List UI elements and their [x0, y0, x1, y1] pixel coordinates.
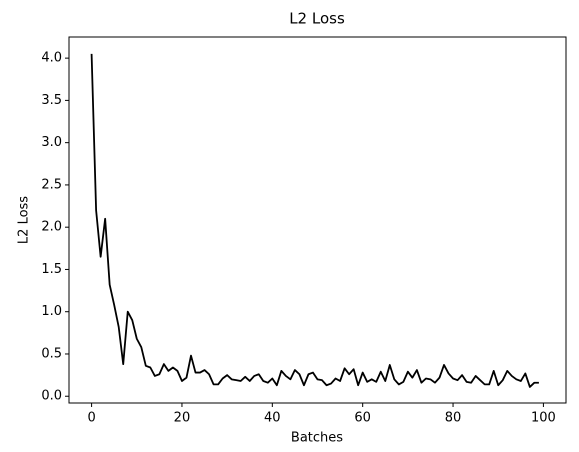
- y-tick-label: 3.5: [41, 93, 62, 108]
- y-tick-label: 3.0: [41, 135, 62, 150]
- x-axis-label: Batches: [291, 431, 343, 446]
- chart-title: L2 Loss: [289, 10, 345, 28]
- x-tick-label: 60: [354, 411, 371, 426]
- y-tick-label: 0.5: [41, 346, 62, 361]
- x-tick-label: 40: [264, 411, 281, 426]
- y-tick-label: 0.0: [41, 389, 62, 404]
- plot-frame: [68, 36, 567, 404]
- y-tick-label: 2.5: [41, 177, 62, 192]
- y-tick-label: 1.0: [41, 304, 62, 319]
- x-tick-label: 20: [174, 411, 191, 426]
- x-tick-label: 100: [531, 411, 556, 426]
- x-tick-label: 80: [445, 411, 462, 426]
- x-tick-label: 0: [87, 411, 95, 426]
- y-tick-label: 1.5: [41, 262, 62, 277]
- y-axis-label: L2 Loss: [17, 196, 32, 244]
- line-series: [90, 53, 539, 388]
- y-tick-label: 4.0: [41, 51, 62, 66]
- y-tick-label: 2.0: [41, 220, 62, 235]
